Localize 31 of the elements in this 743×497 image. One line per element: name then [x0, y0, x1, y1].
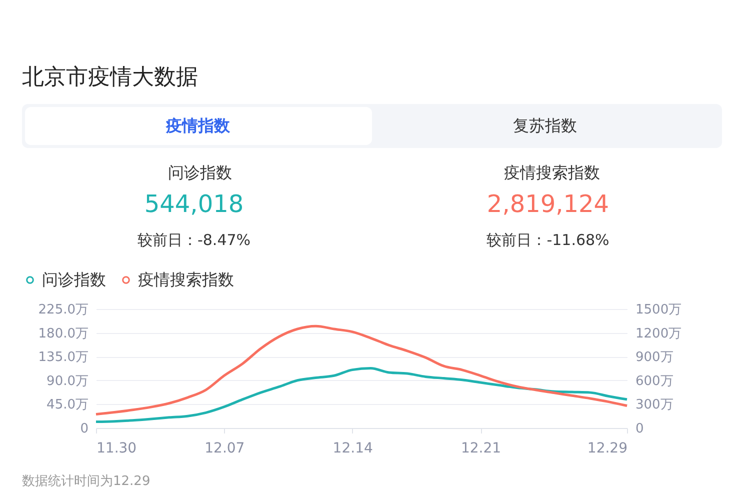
x-tick-label: 11.30	[96, 440, 137, 456]
text: 544,018	[144, 190, 244, 218]
text: 问诊指数	[168, 163, 232, 182]
y2-tick-label: 1500万	[636, 302, 682, 318]
legend-label: 疫情搜索指数	[138, 270, 234, 289]
y2-tick-label: 900万	[636, 350, 674, 366]
text: 较前日：-11.68%	[486, 231, 610, 249]
text: 数据统计时间为12.29	[22, 474, 150, 489]
line-series	[94, 324, 628, 416]
y2-tick-label: 600万	[636, 374, 674, 389]
y-tick-label: 135.0万	[38, 350, 88, 366]
text: 疫情搜索指数	[504, 163, 600, 182]
text: 2,819,124	[486, 190, 610, 218]
chart-title: 北京市疫情大数据	[22, 65, 198, 90]
y-tick-label: 90.0万	[46, 374, 88, 389]
y-tick-label: 180.0万	[38, 326, 88, 342]
y2-tick-label: 300万	[636, 398, 674, 413]
text: 疫情指数	[165, 116, 231, 135]
legend-label: 问诊指数	[42, 270, 106, 289]
text: 较前日：-8.47%	[137, 231, 251, 249]
x-tick-label: 12.14	[332, 440, 373, 456]
y-tick-label: 0	[80, 422, 88, 436]
y2-tick-label: 1200万	[636, 326, 682, 342]
text: 复苏指数	[513, 116, 577, 135]
x-tick-label: 12.29	[587, 440, 628, 456]
line-series	[94, 366, 628, 424]
y2-tick-label: 0	[636, 422, 644, 436]
x-tick-label: 12.07	[204, 440, 245, 456]
y-tick-label: 225.0万	[38, 302, 88, 318]
y-tick-label: 45.0万	[46, 398, 88, 413]
x-tick-label: 12.21	[460, 440, 502, 456]
